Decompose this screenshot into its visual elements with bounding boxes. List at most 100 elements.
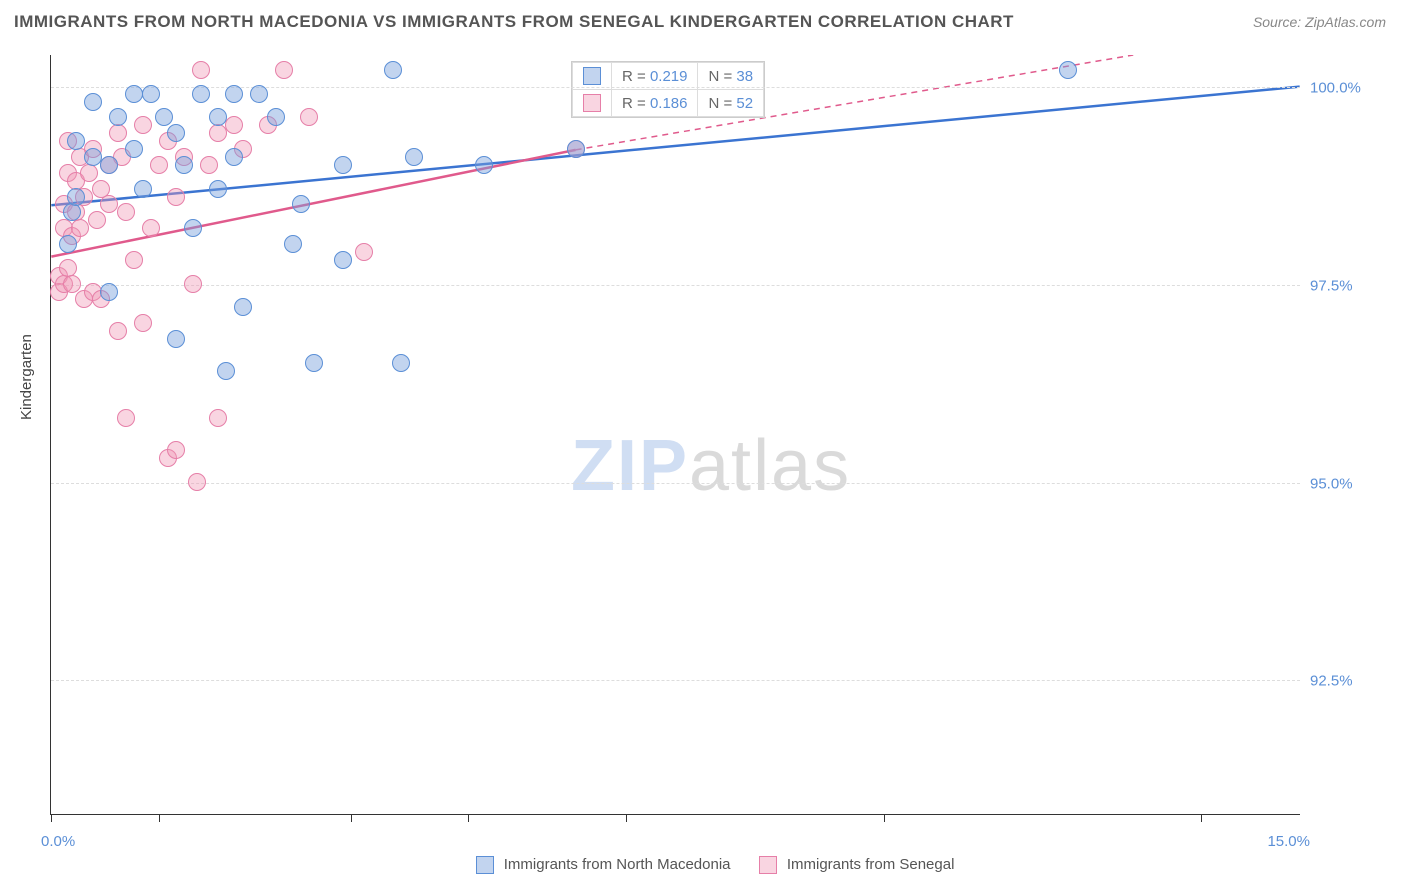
bottom-legend: Immigrants from North Macedonia Immigran… — [0, 856, 1406, 874]
stat-legend-row-blue: R = 0.219 N = 38 — [573, 63, 764, 90]
x-tick — [159, 814, 160, 822]
scatter-point — [292, 195, 310, 213]
legend-label-blue: Immigrants from North Macedonia — [504, 856, 731, 873]
trend-line — [51, 150, 575, 257]
scatter-point — [305, 354, 323, 372]
legend-swatch-pink — [759, 856, 777, 874]
scatter-point — [192, 61, 210, 79]
x-tick — [468, 814, 469, 822]
scatter-point — [88, 211, 106, 229]
scatter-point — [67, 132, 85, 150]
scatter-point — [125, 140, 143, 158]
scatter-point — [167, 441, 185, 459]
scatter-point — [209, 124, 227, 142]
scatter-point — [134, 180, 152, 198]
scatter-point — [167, 330, 185, 348]
scatter-point — [142, 219, 160, 237]
scatter-point — [225, 116, 243, 134]
y-tick-label: 95.0% — [1310, 475, 1380, 492]
scatter-point — [567, 140, 585, 158]
y-tick-label: 92.5% — [1310, 673, 1380, 690]
gridline-h: 92.5% — [51, 680, 1300, 681]
watermark: ZIPatlas — [571, 425, 851, 507]
scatter-point — [188, 473, 206, 491]
scatter-point — [84, 148, 102, 166]
stat-swatch-blue — [583, 67, 601, 85]
scatter-point — [267, 108, 285, 126]
scatter-point — [155, 108, 173, 126]
scatter-point — [192, 85, 210, 103]
scatter-point — [109, 322, 127, 340]
stat-N-blue: 38 — [736, 68, 753, 85]
scatter-point — [63, 275, 81, 293]
scatter-point — [209, 180, 227, 198]
scatter-point — [300, 108, 318, 126]
scatter-point — [200, 156, 218, 174]
chart-title: IMMIGRANTS FROM NORTH MACEDONIA VS IMMIG… — [14, 12, 1014, 32]
x-axis-min-label: 0.0% — [41, 833, 75, 850]
scatter-point — [209, 108, 227, 126]
scatter-point — [63, 203, 81, 221]
gridline-h: 95.0% — [51, 483, 1300, 484]
scatter-point — [117, 409, 135, 427]
y-tick-label: 97.5% — [1310, 277, 1380, 294]
watermark-atlas: atlas — [689, 426, 851, 506]
legend-swatch-blue — [476, 856, 494, 874]
stat-N-pink: 52 — [736, 95, 753, 112]
scatter-point — [175, 156, 193, 174]
stat-R-pink: 0.186 — [650, 95, 688, 112]
scatter-point — [392, 354, 410, 372]
scatter-point — [100, 283, 118, 301]
trend-lines-svg — [51, 55, 1300, 814]
stat-N-label: N = — [708, 68, 732, 85]
scatter-point — [100, 195, 118, 213]
scatter-point — [209, 409, 227, 427]
scatter-point — [250, 85, 268, 103]
scatter-point — [150, 156, 168, 174]
scatter-point — [142, 85, 160, 103]
scatter-point — [384, 61, 402, 79]
scatter-point — [405, 148, 423, 166]
stat-swatch-pink — [583, 94, 601, 112]
scatter-point — [217, 362, 235, 380]
scatter-point — [125, 85, 143, 103]
x-tick — [1201, 814, 1202, 822]
plot-area: ZIPatlas R = 0.219 N = 38 R = 0.186 N = … — [50, 55, 1300, 815]
gridline-h: 97.5% — [51, 285, 1300, 286]
source-attribution: Source: ZipAtlas.com — [1253, 14, 1386, 30]
watermark-zip: ZIP — [571, 426, 689, 506]
stat-legend-row-pink: R = 0.186 N = 52 — [573, 90, 764, 117]
x-axis-max-label: 15.0% — [1267, 833, 1310, 850]
scatter-point — [225, 85, 243, 103]
scatter-point — [475, 156, 493, 174]
x-tick — [626, 814, 627, 822]
scatter-point — [334, 251, 352, 269]
scatter-point — [100, 156, 118, 174]
scatter-point — [275, 61, 293, 79]
y-tick-label: 100.0% — [1310, 79, 1380, 96]
scatter-point — [80, 164, 98, 182]
scatter-point — [184, 219, 202, 237]
scatter-point — [225, 148, 243, 166]
x-tick — [351, 814, 352, 822]
scatter-point — [109, 108, 127, 126]
scatter-point — [59, 235, 77, 253]
scatter-point — [234, 298, 252, 316]
x-tick — [884, 814, 885, 822]
stat-R-label: R = — [622, 95, 646, 112]
x-tick — [51, 814, 52, 822]
stat-legend: R = 0.219 N = 38 R = 0.186 N = 52 — [571, 61, 765, 118]
scatter-point — [355, 243, 373, 261]
scatter-point — [167, 188, 185, 206]
stat-R-label: R = — [622, 68, 646, 85]
scatter-point — [134, 116, 152, 134]
scatter-point — [84, 93, 102, 111]
chart-container: IMMIGRANTS FROM NORTH MACEDONIA VS IMMIG… — [0, 0, 1406, 892]
stat-N-label: N = — [708, 95, 732, 112]
scatter-point — [117, 203, 135, 221]
scatter-point — [284, 235, 302, 253]
legend-label-pink: Immigrants from Senegal — [787, 856, 955, 873]
scatter-point — [134, 314, 152, 332]
scatter-point — [125, 251, 143, 269]
stat-R-blue: 0.219 — [650, 68, 688, 85]
